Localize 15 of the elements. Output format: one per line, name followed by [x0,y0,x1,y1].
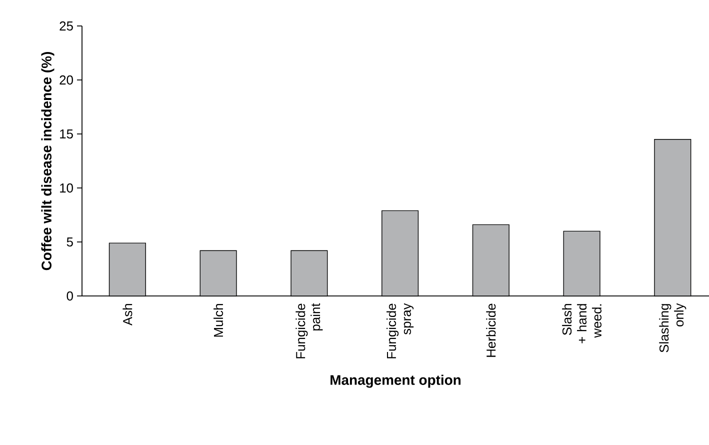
x-tick-label: Mulch [214,304,224,337]
x-tick-label: Slash + hand weed. [562,304,602,344]
x-tick-label: Slashing only [659,303,686,352]
y-tick-label: 10 [60,183,73,193]
y-tick-label: 0 [66,291,73,301]
y-tick-label: 15 [60,129,73,139]
x-tick-label: Fungicide spray [386,303,414,358]
y-tick-label: 20 [60,75,73,85]
y-tick-label: 25 [60,21,73,31]
x-axis-title: Management option [330,374,460,388]
y-axis-title: Coffee wilt disease incidence (%) [41,52,54,270]
x-tick-label: Herbicide [486,304,496,357]
y-tick-label: 5 [66,237,73,247]
x-tick-label: Ash [122,304,132,326]
x-tick-label: Fungicide paint [296,303,323,358]
